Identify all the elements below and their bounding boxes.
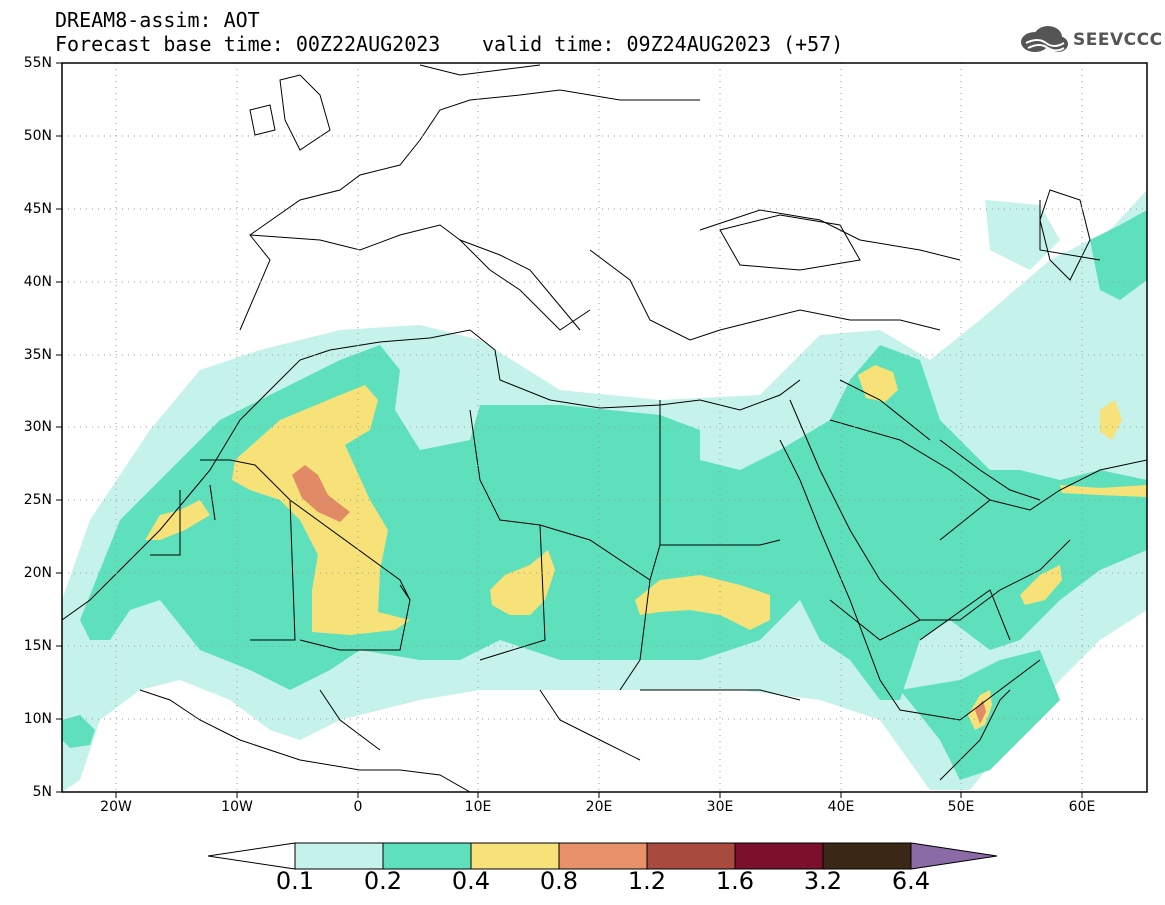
colorbar-segment-6 <box>734 842 824 870</box>
aot-shade-0-4-iran <box>1100 400 1122 440</box>
lat-label: 35N <box>23 347 52 363</box>
colorbar-label: 1.2 <box>627 867 667 895</box>
map-title: DREAM8-assim: AOT <box>55 8 260 32</box>
coastlines <box>62 64 1147 792</box>
lat-label: 20N <box>23 565 52 581</box>
colorbar-segment-3 <box>470 842 560 870</box>
aot-shade-0-4-iraq <box>858 365 898 402</box>
lon-label: 0 <box>353 799 363 815</box>
aot-shade-0-2-east <box>1090 210 1147 300</box>
forecast-base-time: Forecast base time: 00Z22AUG2023 <box>55 32 441 56</box>
colorbar-label: 3.2 <box>803 867 843 895</box>
lon-label: 20E <box>585 799 613 815</box>
colorbar-label: 0.1 <box>275 867 315 895</box>
lon-label: 30E <box>706 799 734 815</box>
lat-label: 15N <box>23 638 52 654</box>
colorbar-segment-7 <box>822 842 912 870</box>
lon-label: 10W <box>221 799 253 815</box>
aot-shade-0-1-turkey <box>980 295 1080 335</box>
lat-label: 50N <box>23 128 52 144</box>
valid-time: valid time: 09Z24AUG2023 (+57) <box>482 32 844 56</box>
graticule <box>62 63 1147 792</box>
colorbar-label: 6.4 <box>891 867 931 895</box>
lon-label: 60E <box>1068 799 1096 815</box>
colorbar-segment-4 <box>558 842 648 870</box>
colorbar-label: 0.8 <box>539 867 579 895</box>
colorbar-segment-2 <box>382 842 472 870</box>
lon-label: 50E <box>947 799 975 815</box>
lat-label: 45N <box>23 201 52 217</box>
logo-text: SEEVCCC <box>1073 30 1163 50</box>
colorbar-high-arrow <box>910 842 998 870</box>
aot-field <box>62 190 1147 792</box>
lat-label: 30N <box>23 419 52 435</box>
colorbar-low-arrow <box>207 842 296 870</box>
lat-label: 40N <box>23 274 52 290</box>
aot-shade-0-4-pakistan <box>1060 485 1147 497</box>
colorbar-label: 0.4 <box>451 867 491 895</box>
lat-label: 10N <box>23 711 52 727</box>
lat-label: 55N <box>23 55 52 71</box>
cloud-logo-icon <box>1021 26 1068 52</box>
colorbar <box>207 842 998 870</box>
lon-label: 20W <box>100 799 132 815</box>
colorbar-label: 1.6 <box>715 867 755 895</box>
lon-label: 40E <box>827 799 855 815</box>
aot-shade-0-4-west-sahara <box>145 500 210 540</box>
lat-label: 5N <box>32 784 52 800</box>
colorbar-segment-5 <box>646 842 736 870</box>
colorbar-segment-1 <box>294 842 384 870</box>
aot-shade-0-8-somalia <box>975 700 986 724</box>
colorbar-label: 0.2 <box>363 867 403 895</box>
aot-shade-0-1-caspian <box>985 200 1060 270</box>
aot-shade-0-4-chad <box>490 550 555 615</box>
aot-shade-0-2-west <box>62 715 95 748</box>
aot-shade-0-4-sudan <box>635 575 770 630</box>
axis-ticks <box>56 62 1083 798</box>
aot-shade-0-8 <box>292 465 350 522</box>
aot-shade-0-4-oman <box>1020 565 1062 605</box>
lon-label: 10E <box>464 799 492 815</box>
seevccc-logo: SEEVCCC <box>1018 24 1162 56</box>
lat-label: 25N <box>23 492 52 508</box>
